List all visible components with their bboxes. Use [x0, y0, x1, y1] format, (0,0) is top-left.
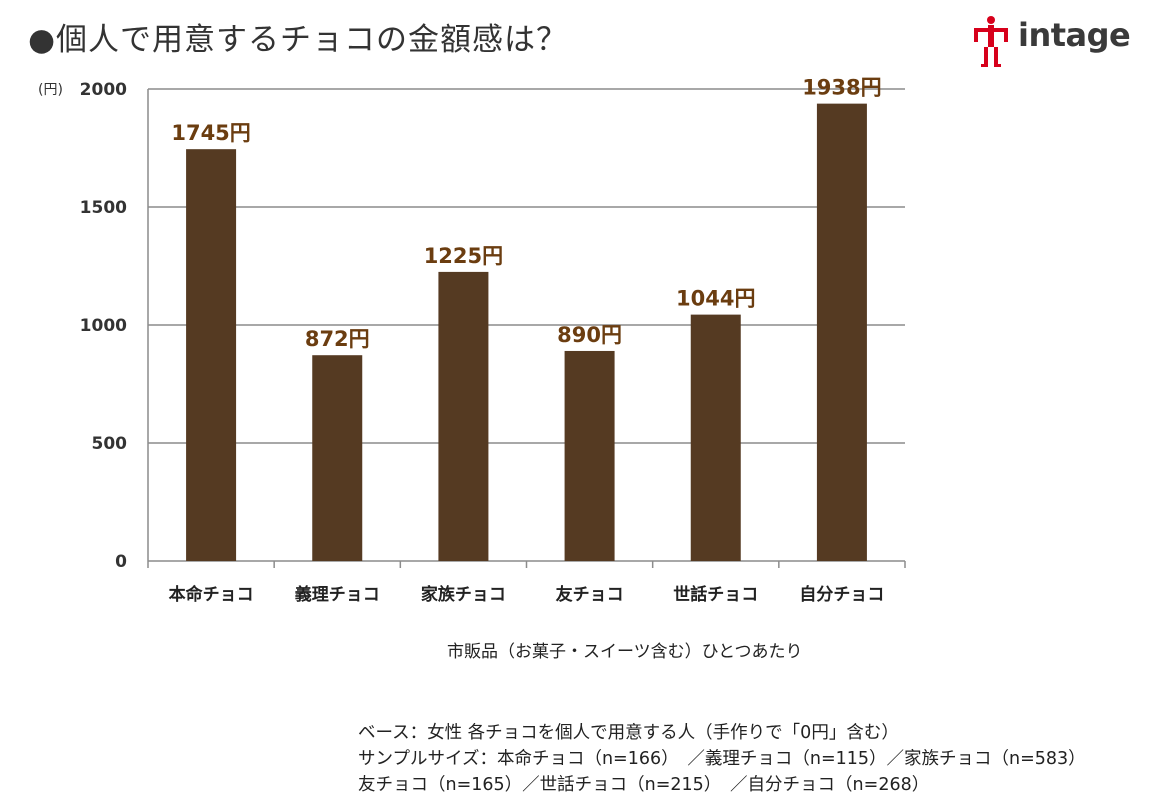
y-tick-label: 2000: [80, 80, 127, 100]
intage-figure-logo-icon: [974, 16, 1008, 67]
bar-data-label: 1938円: [802, 76, 881, 100]
bar-data-label: 1745円: [171, 121, 250, 145]
bar-data-label: 1044円: [676, 287, 755, 311]
bar: [816, 103, 867, 561]
bar: [438, 271, 489, 561]
bar: [312, 355, 363, 561]
x-category-label: 自分チョコ: [799, 584, 884, 605]
bar-data-label: 890円: [557, 323, 622, 347]
x-category-label: 本命チョコ: [169, 584, 254, 605]
x-category-label: 友チョコ: [556, 584, 624, 605]
bar: [564, 350, 615, 561]
y-tick-label: 500: [92, 434, 128, 454]
bar-data-label: 872円: [305, 327, 370, 351]
footnote-sample-line-1: サンプルサイズ：本命チョコ（n=166） ／義理チョコ（n=115）／家族チョコ…: [358, 749, 1086, 769]
bar: [186, 149, 237, 561]
footnote-base-line: ベース：女性 各チョコを個人で用意する人（手作りで「0円」含む）: [358, 723, 899, 743]
y-tick-label: 1500: [80, 198, 127, 218]
y-tick-label: 0: [115, 552, 127, 572]
intage-logo: intage: [970, 14, 1135, 70]
x-category-label: 家族チョコ: [421, 584, 506, 605]
logo-wordmark: intage: [1018, 16, 1131, 54]
x-category-label: 世話チョコ: [673, 584, 758, 605]
footnote-sample-line-2: 友チョコ（n=165）／世話チョコ（n=215） ／自分チョコ（n=268）: [358, 775, 930, 795]
x-axis-caption: 市販品（お菓子・スイーツ含む）ひとつあたり: [447, 642, 803, 662]
y-axis-unit-label: (円): [38, 82, 63, 98]
footnote: ベース：女性 各チョコを個人で用意する人（手作りで「0円」含む） サンプルサイズ…: [358, 720, 1086, 798]
bar: [690, 314, 741, 561]
page-title: ●個人で用意するチョコの金額感は？: [28, 22, 569, 58]
x-category-label: 義理チョコ: [295, 584, 380, 605]
bar-data-label: 1225円: [424, 244, 503, 268]
y-tick-label: 1000: [80, 316, 127, 336]
